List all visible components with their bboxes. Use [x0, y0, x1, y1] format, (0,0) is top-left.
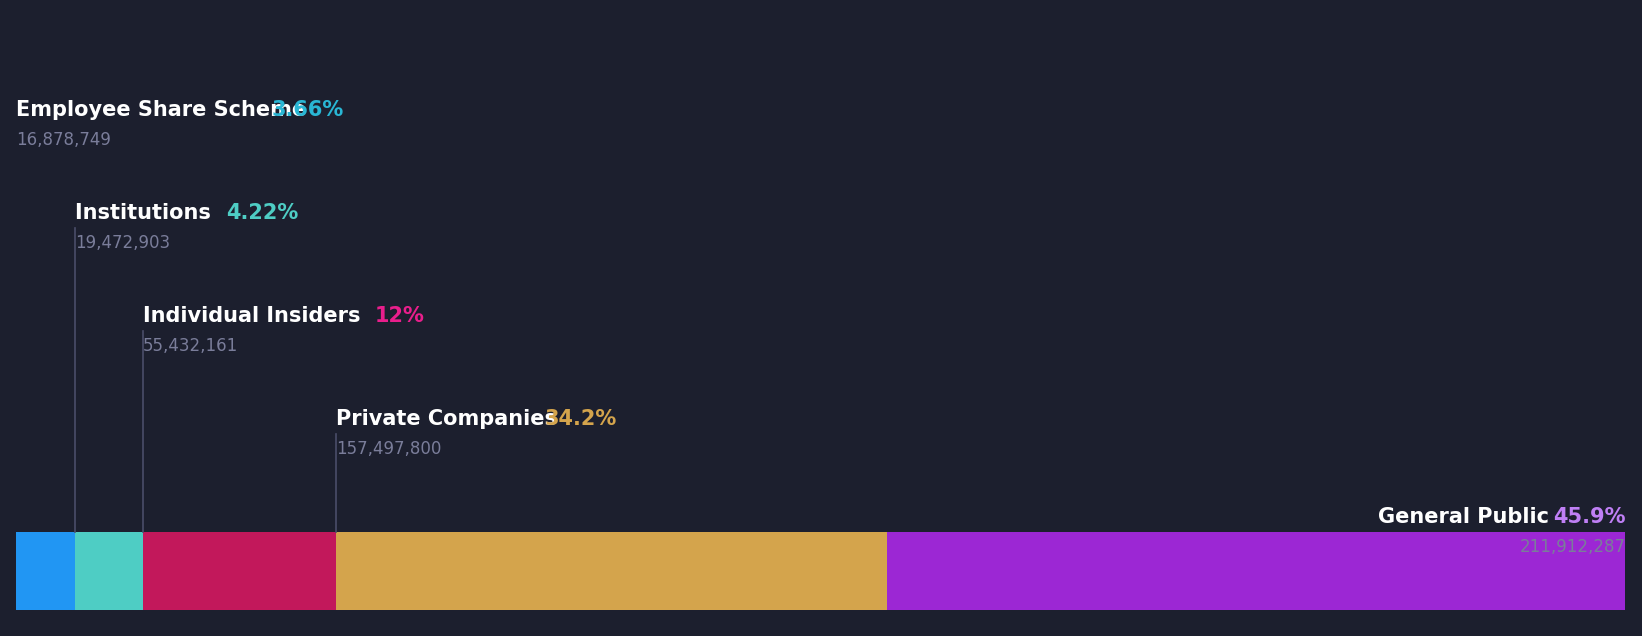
Text: 45.9%: 45.9% — [1553, 507, 1626, 527]
Bar — [337, 532, 887, 610]
Text: 211,912,287: 211,912,287 — [1519, 538, 1626, 556]
Text: Institutions: Institutions — [76, 203, 218, 223]
Bar — [76, 532, 143, 610]
Text: Private Companies: Private Companies — [337, 409, 565, 429]
Text: General Public: General Public — [1378, 507, 1557, 527]
Text: 19,472,903: 19,472,903 — [76, 234, 171, 252]
Text: 34.2%: 34.2% — [545, 409, 617, 429]
Bar — [16, 532, 76, 610]
Text: 12%: 12% — [374, 306, 425, 326]
Text: Individual Insiders: Individual Insiders — [143, 306, 368, 326]
Text: Employee Share Scheme: Employee Share Scheme — [16, 100, 314, 120]
Text: 55,432,161: 55,432,161 — [143, 337, 238, 356]
Text: 4.22%: 4.22% — [227, 203, 299, 223]
Bar — [143, 532, 337, 610]
Bar — [887, 532, 1626, 610]
Text: 3.66%: 3.66% — [271, 100, 343, 120]
Text: 157,497,800: 157,497,800 — [337, 440, 442, 458]
Text: 16,878,749: 16,878,749 — [16, 132, 112, 149]
